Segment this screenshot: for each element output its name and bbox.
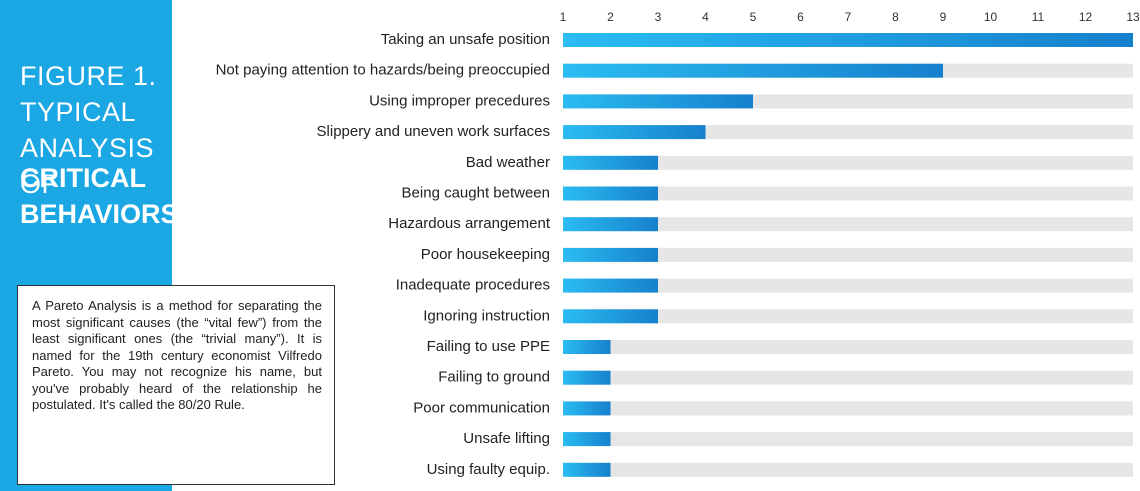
bar [563, 217, 658, 232]
y-tick-label: Hazardous arrangement [388, 215, 551, 232]
bar [563, 370, 611, 385]
y-tick-label: Inadequate procedures [396, 277, 550, 294]
y-tick-label: Unsafe lifting [463, 430, 550, 447]
x-tick-label: 7 [845, 10, 852, 24]
bar [563, 401, 611, 416]
bar [563, 309, 658, 324]
x-tick-label: 11 [1032, 10, 1045, 24]
bar-track [563, 462, 1133, 477]
y-tick-label: Using improper precedures [369, 92, 550, 109]
chart-title: FIGURE 1. TYPICAL ANALYSIS OF [20, 61, 157, 199]
bar-track [563, 33, 1133, 47]
y-tick-label: Failing to use PPE [427, 338, 550, 355]
note: A Pareto Analysis is a method for separa… [17, 285, 335, 485]
y-tick-label: Using faulty equip. [427, 461, 550, 478]
bar-track [563, 186, 1133, 201]
bar-track [563, 125, 1133, 140]
bar [563, 186, 658, 201]
y-tick-label: Poor housekeeping [421, 246, 550, 263]
x-tick-label: 3 [655, 10, 662, 24]
bar-track [563, 432, 1133, 447]
x-tick-label: 12 [1079, 10, 1093, 24]
x-tick-label: 2 [607, 10, 614, 24]
bar-track [563, 401, 1133, 416]
bar-track [563, 278, 1133, 293]
bar-track [563, 217, 1133, 232]
x-tick-label: 10 [984, 10, 998, 24]
bar [563, 340, 611, 354]
x-tick-label: 8 [892, 10, 899, 24]
x-tick-label: 9 [940, 10, 947, 24]
bar [563, 94, 753, 109]
x-tick-label: 1 [560, 10, 567, 24]
chart-subtitle: CRITICAL BEHAVIORS [20, 163, 179, 229]
y-tick-label: Poor communication [413, 399, 550, 416]
bar [563, 155, 658, 170]
bar-track [563, 63, 1133, 78]
bar-track [563, 340, 1133, 354]
bar [563, 462, 611, 477]
bar-track [563, 94, 1133, 109]
bar [563, 33, 1133, 47]
bar [563, 432, 611, 447]
x-tick-label: 13 [1126, 10, 1140, 24]
y-tick-label: Not paying attention to hazards/being pr… [216, 62, 550, 79]
bar-track [563, 370, 1133, 385]
bar [563, 247, 658, 262]
bar-track [563, 309, 1133, 324]
bar [563, 278, 658, 293]
bar-track [563, 247, 1133, 262]
y-tick-label: Bad weather [466, 154, 550, 171]
x-tick-label: 6 [797, 10, 804, 24]
bar [563, 125, 706, 140]
bar [563, 63, 943, 78]
y-tick-label: Slippery and uneven work surfaces [317, 123, 550, 140]
y-tick-label: Failing to ground [438, 369, 550, 386]
y-tick-label: Taking an unsafe position [381, 31, 550, 48]
x-tick-label: 5 [750, 10, 757, 24]
y-tick-label: Being caught between [402, 184, 550, 201]
y-tick-label: Ignoring instruction [423, 307, 550, 324]
x-tick-label: 4 [702, 10, 709, 24]
bar-track [563, 155, 1133, 170]
